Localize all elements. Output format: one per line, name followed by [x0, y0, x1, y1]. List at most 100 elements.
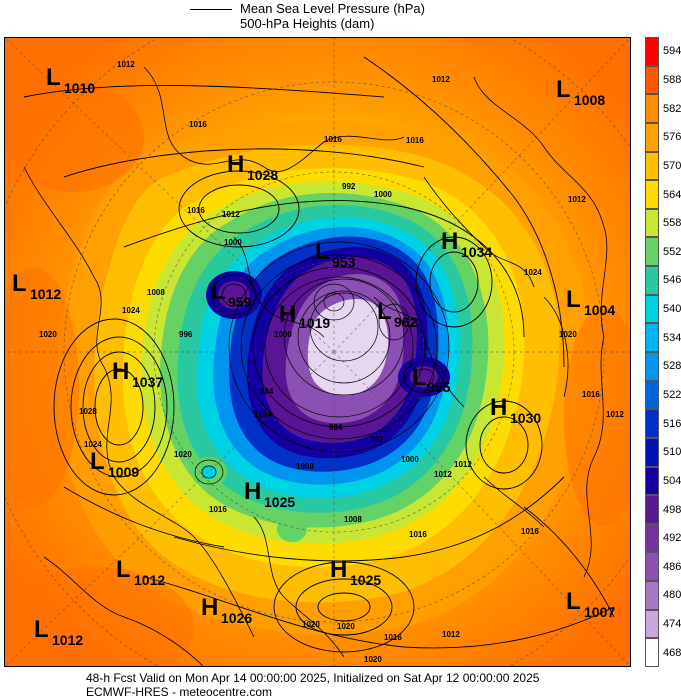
low-center: L: [116, 556, 131, 583]
isobar-label: 1016: [187, 206, 205, 215]
colorbar-label: 504: [663, 474, 681, 487]
isobar-label: 996: [179, 330, 193, 339]
mslp-legend-line: [190, 9, 232, 10]
colorbar-label: 564: [663, 188, 681, 201]
isobar-label: 1016: [406, 136, 424, 145]
low-value: 1007: [584, 604, 615, 620]
map-svg: 1012 1016 1012 1016 1016 1012 1016 1012 …: [4, 37, 631, 667]
colorbar-swatch: [645, 523, 659, 553]
isobar-label: 1016: [324, 135, 342, 144]
isobar-label: 1000: [224, 238, 242, 247]
low-value: 955: [427, 379, 451, 395]
legend-header: Mean Sea Level Pressure (hPa) 500-hPa He…: [0, 0, 681, 34]
high-value: 1019: [299, 315, 330, 331]
isobar-label: 992: [370, 435, 384, 444]
high-center: H: [201, 594, 218, 621]
colorbar-label: 540: [663, 303, 681, 316]
isobar-label: 1008: [344, 515, 362, 524]
colorbar-swatch: [645, 552, 659, 582]
colorbar-label: 552: [663, 245, 681, 258]
colorbar-label: 576: [663, 131, 681, 144]
high-value: 1034: [461, 244, 492, 260]
high-value: 1030: [510, 410, 541, 426]
isobar-label: 1012: [222, 210, 240, 219]
low-value: 1010: [64, 80, 95, 96]
isobar-label: 1016: [384, 633, 402, 642]
low-value: 959: [228, 294, 252, 310]
colorbar-swatch: [645, 437, 659, 467]
isobar-label: 1024: [524, 268, 542, 277]
colorbar-swatch: [645, 65, 659, 95]
heights-legend-label: 500-hPa Heights (dam): [240, 16, 375, 31]
isobar-label: 1028: [79, 407, 97, 416]
colorbar-label: 516: [663, 417, 681, 430]
colorbar-swatch: [645, 495, 659, 524]
high-value: 1037: [132, 374, 163, 390]
low-value: 1012: [52, 632, 83, 648]
isobar-label: 1024: [122, 306, 140, 315]
colorbar-swatch: [645, 638, 659, 667]
low-value: 1012: [30, 286, 61, 302]
isobar-label: 1016: [521, 527, 539, 536]
isobar-label: 1020: [302, 620, 320, 629]
isobar-label: 1024: [84, 440, 102, 449]
isobar-label: 1012: [117, 60, 135, 69]
isobar-label: 1012: [606, 410, 624, 419]
low-center: L: [377, 298, 392, 325]
low-center: L: [211, 278, 226, 305]
colorbar-swatch: [645, 352, 659, 381]
map-frame: [4, 37, 631, 667]
colorbar-label: 546: [663, 274, 681, 287]
isobar-label: 1012: [432, 75, 450, 84]
low-center: L: [412, 364, 427, 391]
colorbar-swatch: [645, 266, 659, 295]
high-center: H: [330, 556, 347, 583]
high-value: 1025: [350, 572, 381, 588]
cutoff-low-sw-inner: [201, 465, 217, 479]
colorbar-label: 498: [663, 503, 681, 516]
isobar-label: 1012: [434, 470, 452, 479]
isobar-label: 1016: [189, 120, 207, 129]
height-colorbar: 594 588 582 576 570 564 558 552 546 540 534 528 522 5…: [645, 37, 681, 667]
colorbar-swatch: [645, 409, 659, 438]
low-center: L: [566, 286, 581, 313]
valid-time-line: 48-h Fcst Valid on Mon Apr 14 00:00:00 2…: [86, 671, 540, 685]
isobar-label: 1020: [39, 330, 57, 339]
high-center: H: [244, 478, 261, 505]
colorbar-label: 570: [663, 159, 681, 172]
warm-pocket-e: [564, 307, 631, 527]
isobar-label: 1020: [174, 450, 192, 459]
isobar-label: 1012: [454, 460, 472, 469]
pressure-systems: L 1010 L 1008 H 1028 H 1034 L 1012 L 953…: [12, 64, 615, 648]
colorbar-label: 558: [663, 217, 681, 230]
colorbar-label: 582: [663, 102, 681, 115]
low-center: L: [90, 448, 105, 475]
high-center: H: [279, 301, 296, 328]
isobar-label: 1020: [337, 622, 355, 631]
low-core-west-inner: [218, 281, 250, 309]
isobar-label: 1008: [147, 288, 165, 297]
high-center: H: [441, 228, 458, 255]
isobar-label: 1016: [582, 390, 600, 399]
colorbar-swatch: [645, 609, 659, 639]
colorbar-label: 474: [663, 618, 681, 631]
isobar-label: 984: [260, 387, 274, 396]
isobars: [23, 56, 615, 653]
model-source-line: ECMWF-HRES - meteocentre.com: [86, 685, 273, 699]
low-value: 1008: [574, 92, 605, 108]
colorbar-label: 510: [663, 446, 681, 459]
low-center: L: [315, 238, 330, 265]
warm-pocket-sw: [4, 567, 194, 667]
low-value: 1012: [134, 572, 165, 588]
low-value: 962: [394, 314, 418, 330]
colorbar-swatch: [645, 294, 659, 324]
centre-isobars: [194, 241, 450, 485]
isobar-label: 1004: [254, 410, 272, 419]
colorbar-label: 468: [663, 646, 681, 659]
mslp-legend-label: Mean Sea Level Pressure (hPa): [240, 1, 425, 16]
low-center: L: [34, 616, 49, 643]
isobar-labels: 1012 1016 1012 1016 1016 1012 1016 1012 …: [39, 60, 624, 664]
high-center: H: [227, 151, 244, 178]
high-value: 1025: [264, 494, 295, 510]
low-center: L: [46, 64, 61, 91]
